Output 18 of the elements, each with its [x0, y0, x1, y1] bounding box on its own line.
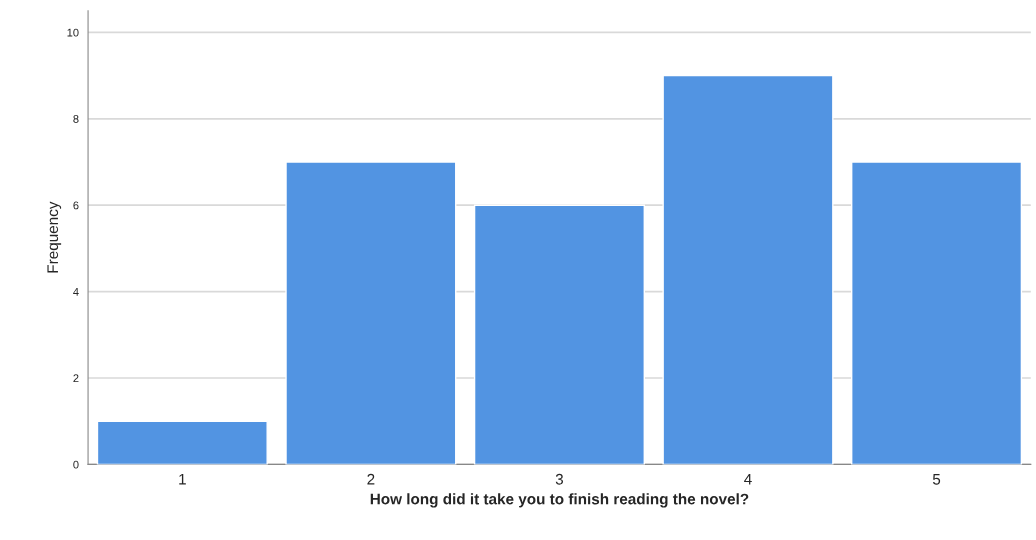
bar — [473, 204, 645, 465]
y-tick-label: 0 — [73, 460, 79, 469]
y-tick-label: 10 — [67, 28, 79, 37]
y-tick-label: 8 — [73, 115, 79, 123]
y-tick-label: 6 — [73, 201, 79, 210]
bar — [96, 420, 268, 465]
x-tick-label: 5 — [932, 473, 941, 485]
bar — [662, 74, 834, 465]
y-axis-title: Frequency — [47, 201, 62, 273]
y-tick-label: 2 — [73, 374, 79, 383]
x-tick-label: 2 — [367, 473, 375, 485]
x-tick-label: 4 — [744, 473, 752, 485]
y-tick-label: 4 — [73, 287, 79, 296]
x-tick-label: 1 — [179, 473, 186, 485]
bar — [285, 161, 457, 465]
x-tick-label: 3 — [555, 473, 564, 485]
x-axis-title: How long did it take you to finish reading the novel? — [370, 493, 749, 508]
bar — [851, 161, 1023, 465]
